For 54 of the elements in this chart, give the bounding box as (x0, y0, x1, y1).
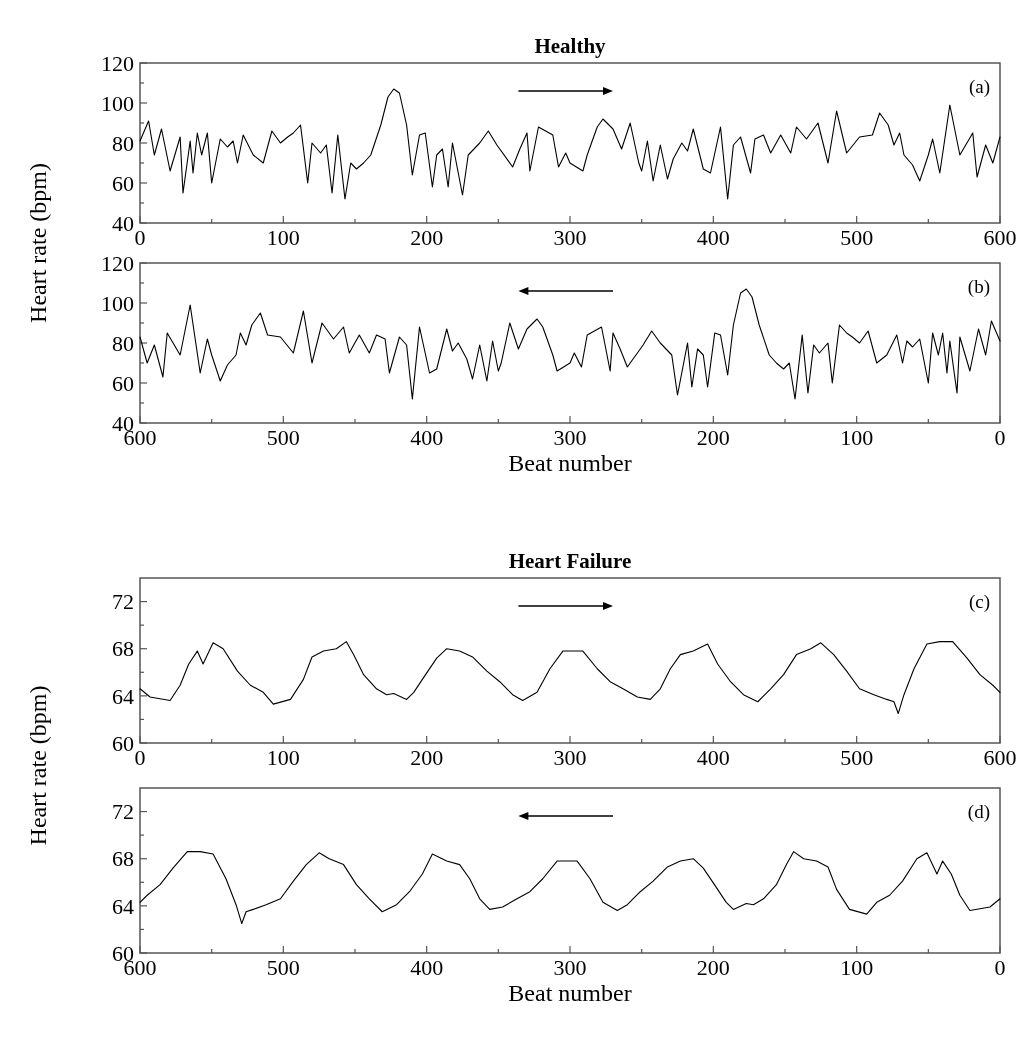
y-tick-label: 120 (101, 50, 134, 76)
y-tick-label: 64 (112, 683, 134, 709)
x-tick-label: 400 (696, 225, 730, 250)
annotation: (a) (968, 76, 990, 98)
x-tick-label: 0 (134, 745, 146, 770)
x-tick-label: 500 (266, 955, 300, 980)
x-tick-label: 300 (553, 745, 587, 770)
x-tick-label: 300 (553, 955, 587, 980)
y-axis-title: Heart rate (bpm) (25, 685, 51, 846)
y-tick-label: 72 (112, 589, 134, 615)
x-tick-label: 500 (840, 745, 874, 770)
x-tick-label: 200 (410, 745, 444, 770)
y-tick-label: 68 (112, 636, 134, 662)
x-tick-label: 100 (266, 745, 300, 770)
y-tick-label: 120 (101, 250, 134, 276)
y-tick-label: 64 (112, 893, 134, 919)
x-tick-label: 0 (134, 225, 146, 250)
x-tick-label: 200 (410, 225, 444, 250)
y-axis-title: Heart rate (bpm) (25, 163, 51, 323)
x-axis-title: Beat number (508, 450, 632, 476)
annotation: (b) (967, 276, 990, 298)
x-tick-label: 300 (553, 225, 587, 250)
x-tick-label: 200 (696, 425, 730, 450)
line-series (139, 851, 1001, 925)
y-tick-label: 80 (112, 330, 134, 356)
x-tick-label: 500 (840, 225, 874, 250)
x-tick-label: 100 (840, 955, 874, 980)
x-tick-label: 400 (696, 745, 730, 770)
y-tick-label: 68 (112, 846, 134, 872)
x-tick-label: 200 (696, 955, 730, 980)
x-tick-label: 0 (994, 425, 1006, 450)
annotation: (d) (967, 801, 990, 823)
x-tick-label: 300 (553, 425, 587, 450)
y-tick-label: 60 (112, 170, 134, 196)
x-tick-label: 400 (410, 425, 444, 450)
annotation: (c) (968, 591, 990, 613)
chart-title: Heart Failure (508, 549, 632, 573)
y-tick-label: 100 (101, 290, 134, 316)
x-tick-label: 500 (266, 425, 300, 450)
x-tick-label: 600 (983, 745, 1017, 770)
y-tick-label: 100 (101, 90, 134, 116)
x-tick-label: 0 (994, 955, 1006, 980)
y-tick-label: 80 (112, 130, 134, 156)
y-tick-label: 60 (112, 370, 134, 396)
x-tick-label: 400 (410, 955, 444, 980)
y-tick-label: 60 (112, 730, 134, 756)
x-tick-label: 100 (840, 425, 874, 450)
chart-title: Healthy (534, 34, 607, 58)
x-tick-label: 600 (983, 225, 1017, 250)
y-tick-label: 72 (112, 799, 134, 825)
y-tick-label: 40 (112, 210, 134, 236)
x-tick-label: 100 (266, 225, 300, 250)
line-series (139, 641, 1001, 715)
x-axis-title: Beat number (508, 980, 632, 1006)
